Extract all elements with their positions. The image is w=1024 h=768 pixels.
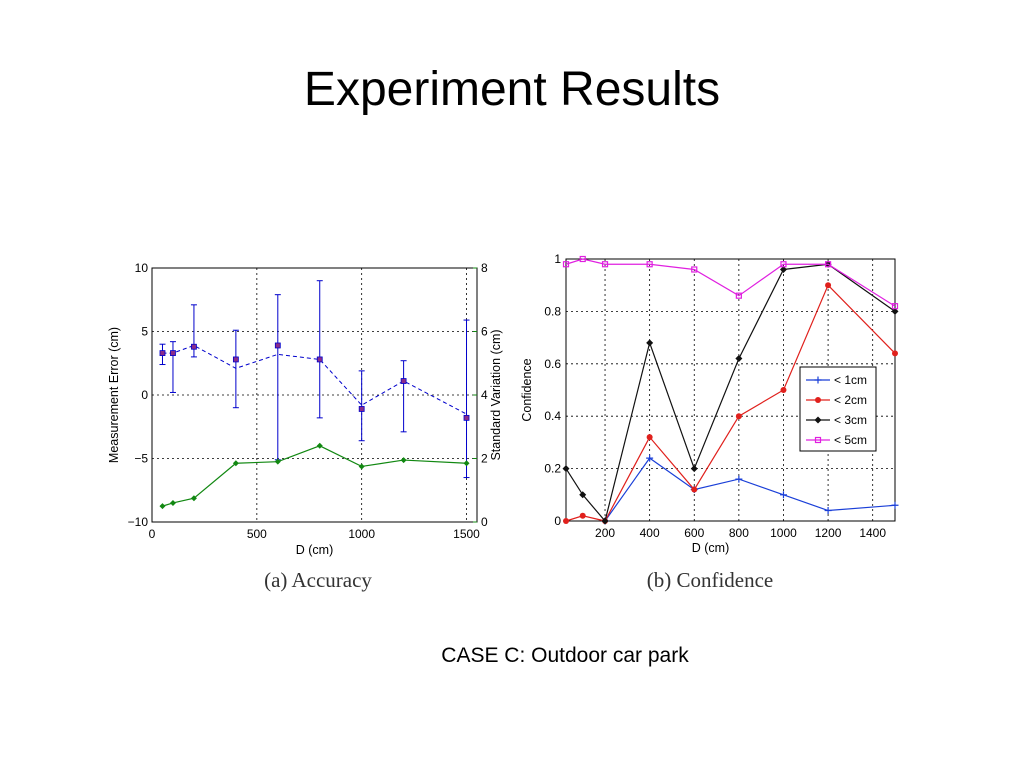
y-tick-label: 10	[135, 261, 149, 275]
std-marker	[169, 499, 176, 506]
series-line	[604, 457, 896, 522]
y-tick-label: 0.2	[544, 462, 561, 476]
legend-label: < 3cm	[834, 413, 867, 427]
error-marker	[274, 342, 281, 349]
series-point	[735, 475, 743, 483]
y2-tick-label: 4	[481, 388, 488, 402]
series-point	[601, 517, 609, 525]
series-point	[891, 307, 899, 315]
x-tick-label: 200	[595, 526, 615, 540]
series-point	[579, 255, 586, 263]
y2-tick-label: 6	[481, 325, 488, 339]
series-point	[780, 261, 787, 268]
error-marker	[170, 350, 176, 356]
x-tick-label: 1500	[453, 527, 480, 541]
series-point	[735, 413, 742, 420]
y-tick-label: 0.4	[544, 409, 561, 423]
error-marker	[232, 356, 239, 363]
series-point	[601, 261, 609, 268]
legend-label: < 1cm	[834, 373, 867, 387]
series-std-variation	[162, 445, 467, 507]
error-marker	[400, 378, 407, 384]
x-axis-title: D (cm)	[692, 541, 730, 555]
y-axis-title: Measurement Error (cm)	[107, 327, 121, 463]
y-tick-label: −5	[134, 452, 148, 466]
slide-title: Experiment Results	[303, 63, 721, 116]
std-marker	[274, 458, 281, 465]
y-tick-label: 0.6	[544, 357, 561, 371]
slide-subtitle: CASE C: Outdoor car park	[441, 644, 689, 667]
y-tick-label: 0	[554, 514, 561, 528]
series-point	[735, 292, 742, 299]
error-marker	[191, 343, 197, 350]
series-point	[646, 339, 654, 347]
error-marker	[358, 406, 365, 412]
std-marker	[232, 460, 239, 467]
series-point	[891, 303, 899, 310]
series-point	[824, 507, 832, 515]
std-marker	[400, 457, 407, 464]
legend-label: < 5cm	[834, 433, 867, 447]
legend-box	[799, 366, 877, 452]
series-point	[780, 387, 787, 393]
std-marker	[159, 503, 166, 510]
legend-marker	[814, 376, 822, 384]
series-line	[565, 258, 896, 307]
error-marker	[316, 356, 323, 363]
x-tick-label: 600	[684, 526, 704, 540]
y-tick-label: 0	[141, 388, 148, 402]
y-tick-label: −10	[128, 515, 149, 529]
error-marker	[159, 350, 166, 356]
x-tick-label: 400	[640, 526, 660, 540]
y-axis-title: Confidence	[520, 358, 534, 421]
legend-marker	[815, 397, 821, 403]
caption-confidence: (b) Confidence	[646, 568, 774, 592]
x-tick-label: 800	[729, 526, 749, 540]
std-marker	[463, 460, 470, 467]
series-point	[646, 261, 653, 268]
series-point	[646, 434, 653, 441]
error-marker	[463, 414, 470, 421]
std-marker	[190, 495, 197, 502]
std-marker	[316, 442, 323, 449]
series-point	[690, 465, 698, 473]
series-point	[646, 454, 654, 462]
y2-tick-label: 8	[481, 261, 488, 275]
series-error-mean	[162, 344, 467, 415]
x-tick-label: 500	[247, 527, 267, 541]
x-axis-title: D (cm)	[296, 543, 334, 557]
x-tick-label: 1200	[815, 526, 842, 540]
series-point	[562, 465, 570, 473]
series-point	[735, 355, 743, 363]
x-tick-label: 1400	[859, 526, 886, 540]
series-point	[579, 491, 587, 499]
std-marker	[358, 463, 365, 470]
y-tick-label: 0.8	[544, 304, 561, 318]
y2-tick-label: 0	[481, 515, 488, 529]
series-point	[691, 266, 698, 273]
series-point	[779, 491, 787, 499]
series-point	[891, 501, 899, 509]
series-point	[562, 261, 570, 268]
x-tick-label: 1000	[770, 526, 797, 540]
series-point	[691, 486, 698, 493]
y2-tick-label: 2	[481, 452, 488, 466]
legend-marker	[814, 436, 822, 444]
y-tick-label: 5	[141, 325, 148, 339]
x-tick-label: 0	[149, 527, 156, 541]
series-point	[824, 261, 832, 268]
legend-label: < 2cm	[834, 393, 867, 407]
x-tick-label: 1000	[348, 527, 375, 541]
plot-frame-confidence	[565, 258, 896, 522]
legend-marker	[814, 416, 822, 424]
series-point	[579, 512, 586, 519]
series-point	[563, 518, 569, 524]
series-point	[892, 350, 898, 357]
series-point	[779, 265, 787, 273]
series-point	[825, 282, 832, 289]
y2-axis-title: Standard Variation (cm)	[489, 329, 503, 460]
y-tick-label: 1	[554, 252, 561, 266]
caption-accuracy: (a) Accuracy	[264, 568, 372, 592]
